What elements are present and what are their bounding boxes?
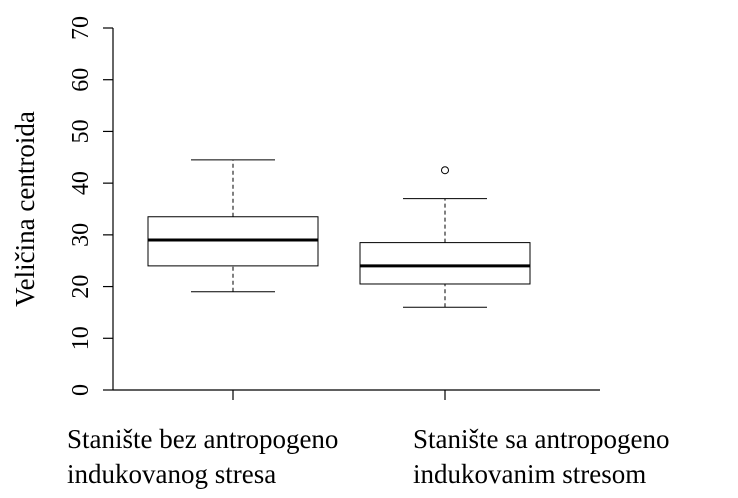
x-tick-label: Stanište sa antropogeno indukovanim stres… [413,424,669,489]
y-axis-label: Veličina centroida [10,111,40,307]
x-tick-label: Stanište bez antropogeno indukovanog stre… [67,424,338,489]
box [359,242,531,285]
x-tick-label-line: Stanište bez antropogeno [67,424,338,454]
y-tick-label: 0 [68,384,94,396]
y-tick-label: 20 [68,275,94,299]
y-tick-label: 70 [68,16,94,40]
y-tick-label: 60 [68,68,94,92]
y-tick-label: 30 [68,223,94,247]
x-tick-label-line: indukovanim stresom [413,459,646,489]
outlier [441,166,449,175]
y-tick-label: 50 [68,119,94,143]
x-tick-label-line: Stanište sa antropogeno [413,424,669,454]
x-tick-label-line: indukovanog stresa [67,459,276,489]
y-tick-label: 40 [68,171,94,195]
y-tick-label: 10 [68,326,94,350]
